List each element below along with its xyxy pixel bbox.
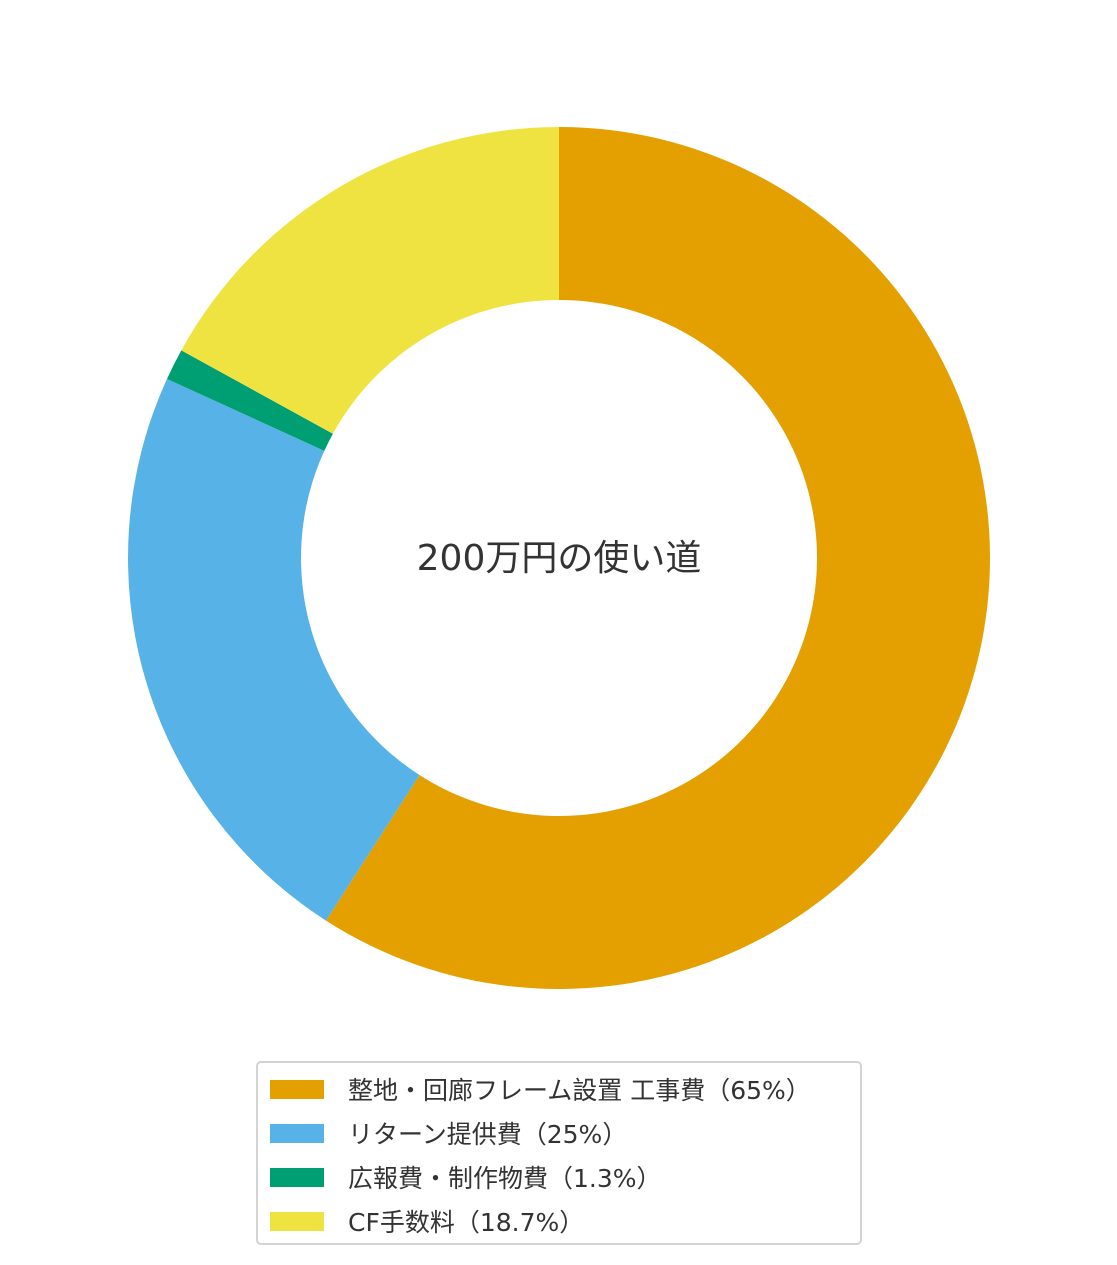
center-label: 200万円の使い道: [417, 538, 702, 579]
donut-slices: [127, 127, 991, 989]
legend-label: 整地・回廊フレーム設置 工事費（65%）: [348, 1076, 811, 1105]
legend-swatch: [270, 1079, 324, 1099]
legend-item: 広報費・制作物費（1.3%）: [258, 1155, 860, 1199]
donut-chart: 200万円の使い道: [127, 127, 991, 989]
legend-item: 整地・回廊フレーム設置 工事費（65%）: [258, 1067, 860, 1111]
legend-swatch: [270, 1167, 324, 1187]
legend-item: リターン提供費（25%）: [258, 1111, 860, 1155]
legend-swatch: [270, 1211, 324, 1231]
donut-slice: [166, 350, 333, 451]
legend-label: CF手数料（18.7%）: [348, 1208, 585, 1237]
legend-swatch: [270, 1123, 324, 1143]
donut-slice: [325, 127, 991, 989]
donut-slice: [181, 127, 559, 434]
legend-label: リターン提供費（25%）: [348, 1120, 628, 1149]
donut-slice: [127, 378, 420, 921]
legend-item: CF手数料（18.7%）: [258, 1199, 860, 1243]
legend: 整地・回廊フレーム設置 工事費（65%） リターン提供費（25%） 広報費・制作…: [256, 1061, 862, 1245]
legend-label: 広報費・制作物費（1.3%）: [348, 1164, 662, 1193]
